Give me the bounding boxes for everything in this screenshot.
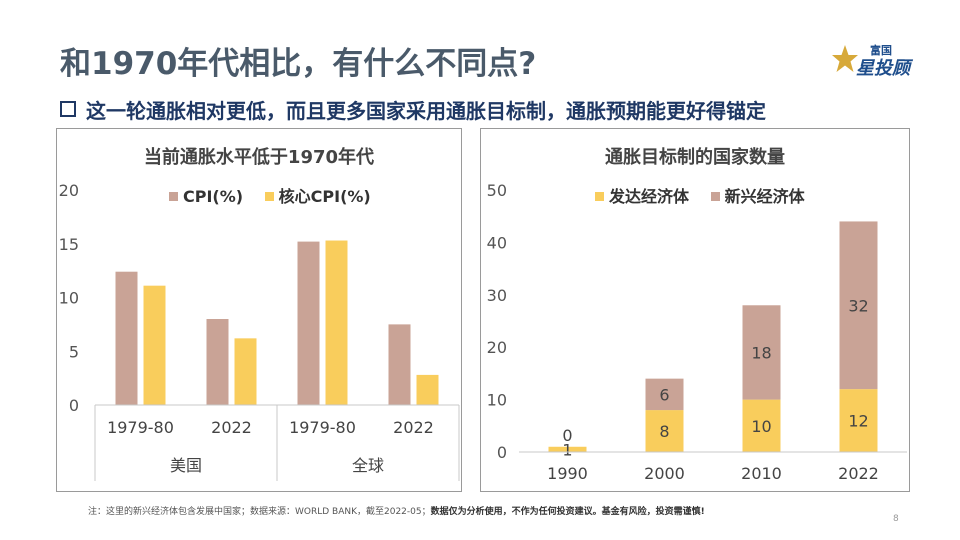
bar-segment xyxy=(839,221,878,390)
data-label: 32 xyxy=(848,296,868,315)
chart-panel-inflation: 当前通胀水平低于1970年代 CPI(%) 核心CPI(%) 0 5 10 15 20 1… xyxy=(56,128,462,492)
bar-segment xyxy=(548,446,587,452)
chart-title: 当前通胀水平低于1970年代 xyxy=(143,147,375,168)
x-tick-label: 2022 xyxy=(838,464,879,483)
legend-label: 新兴经济体 xyxy=(724,187,805,206)
subtitle-text: 这一轮通胀相对更低，而且更多国家采用通胀目标制，通胀预期能更好得锚定 xyxy=(86,99,766,123)
bar xyxy=(115,271,138,405)
x-tick-label: 1990 xyxy=(547,464,588,483)
logo-small-text: 富国 xyxy=(870,44,892,57)
group-label: 全球 xyxy=(352,456,384,475)
inflation-bar-chart: 0 5 10 15 20 1979-80 2022 1979-80 2022 美国 全球 xyxy=(59,181,460,481)
x-tick-label: 1979-80 xyxy=(107,418,174,437)
bar-segment xyxy=(742,399,781,452)
checkbox-bullet-icon xyxy=(60,101,76,117)
bar xyxy=(234,338,257,405)
y-tick-label: 20 xyxy=(487,338,507,357)
x-tick-label: 2022 xyxy=(211,418,252,437)
bar xyxy=(143,285,166,405)
data-label: 12 xyxy=(848,412,868,431)
bar-segment xyxy=(839,389,878,452)
data-label: 10 xyxy=(751,417,771,436)
chart-panel-targeting: 通胀目标制的国家数量 发达经济体 新兴经济体 0 10 20 30 40 50 1 0 1990… xyxy=(480,128,910,492)
bar xyxy=(297,241,320,405)
x-tick-label: 2010 xyxy=(741,464,782,483)
bar xyxy=(325,240,348,405)
data-label: 1 xyxy=(562,440,572,459)
y-tick-label: 0 xyxy=(69,396,79,415)
bar xyxy=(388,324,411,405)
legend-item-cpi: CPI(%) xyxy=(169,187,243,206)
slide-subtitle: 这一轮通胀相对更低，而且更多国家采用通胀目标制，通胀预期能更好得锚定 xyxy=(60,95,766,124)
legend-label: CPI(%) xyxy=(183,187,244,206)
x-tick-label: 2022 xyxy=(393,418,434,437)
star-icon xyxy=(832,45,858,72)
y-tick-label: 0 xyxy=(497,443,507,462)
y-tick-label: 10 xyxy=(59,289,79,308)
y-tick-label: 5 xyxy=(69,342,79,361)
legend-item-emerging: 新兴经济体 xyxy=(710,183,805,207)
x-tick-label: 2000 xyxy=(644,464,685,483)
data-label: 6 xyxy=(659,385,669,404)
page-number: 8 xyxy=(893,514,899,524)
bar xyxy=(206,319,229,405)
legend-label: 核心CPI(%) xyxy=(278,187,371,206)
bar-segment xyxy=(742,305,781,400)
chart-legend: 发达经济体 新兴经济体 xyxy=(595,183,821,207)
y-tick-label: 30 xyxy=(487,286,507,305)
y-tick-label: 20 xyxy=(59,181,79,200)
chart-title: 通胀目标制的国家数量 xyxy=(605,147,785,168)
page-title: 和1970年代相比，有什么不同点? xyxy=(60,46,537,82)
legend-swatch xyxy=(595,192,604,201)
logo-main-text: 星投顾 xyxy=(856,58,910,79)
brand-logo: 富国 星投顾 xyxy=(832,40,922,80)
legend-swatch xyxy=(264,192,274,201)
y-tick-label: 10 xyxy=(487,391,507,410)
bar-segment xyxy=(645,410,684,452)
data-label: 0 xyxy=(562,426,572,445)
bar xyxy=(416,374,439,405)
y-tick-label: 40 xyxy=(487,233,507,252)
data-label: 18 xyxy=(751,343,771,362)
legend-item-developed: 发达经济体 xyxy=(595,183,689,207)
chart-legend: CPI(%) 核心CPI(%) xyxy=(169,183,387,207)
legend-swatch xyxy=(710,192,720,201)
footnote: 注：这里的新兴经济体包含发展中国家；数据来源：WORLD BANK，截至2022… xyxy=(88,504,705,517)
data-label: 8 xyxy=(659,422,669,441)
legend-label: 发达经济体 xyxy=(609,187,690,206)
footnote-source: 注：这里的新兴经济体包含发展中国家；数据来源：WORLD BANK，截至2022… xyxy=(88,507,431,517)
legend-item-core-cpi: 核心CPI(%) xyxy=(264,183,371,207)
group-label: 美国 xyxy=(170,456,202,475)
y-tick-label: 50 xyxy=(487,181,507,200)
footnote-disclaimer: 数据仅为分析使用，不作为任何投资建议。基金有风险，投资需谨慎! xyxy=(430,507,705,517)
bar-segment xyxy=(645,378,684,411)
y-tick-label: 15 xyxy=(59,235,79,254)
legend-swatch xyxy=(169,192,178,201)
x-tick-label: 1979-80 xyxy=(289,418,356,437)
